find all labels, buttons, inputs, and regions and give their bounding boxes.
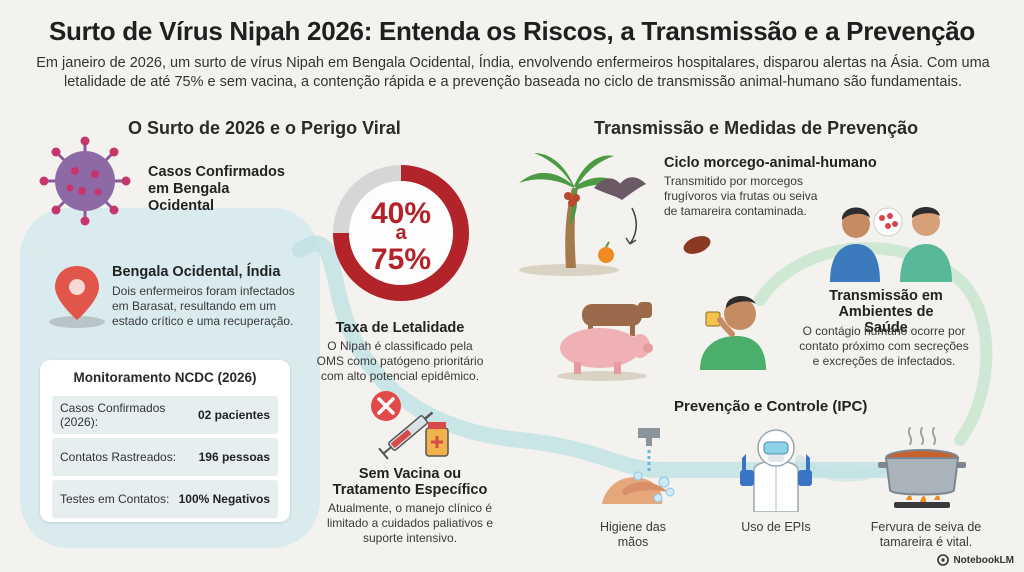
pig-cow-icon [557,302,653,381]
ncdc-row-value: 02 pacientes [197,408,270,422]
lethality-pct-high: 75% [370,243,432,276]
lethality-ring-fill [333,165,469,301]
ipc-item-label: Uso de EPIs [741,520,811,534]
ncdc-row-value: 100% Negativos [178,492,270,506]
virus-icon [39,136,131,226]
ncdc-row: Testes em Contatos: 100% Negativos [52,480,278,518]
ipc-item-label: Higiene das mãos [599,520,666,549]
lethality-text: O Nipah é classificado pela OMS como pat… [316,339,484,383]
location-title: Bengala Ocidental, Índia [112,264,281,280]
cycle-title: Ciclo morcego-animal-humano [664,155,877,171]
palm-tree-bat-icon [519,153,646,276]
ncdc-row-label: Contatos Rastreados: [60,450,177,464]
no-vaccine-title: Sem Vacina ou Tratamento Específico [332,466,488,498]
brand-icon [937,554,950,566]
boiling-pot-icon [878,427,966,508]
date-fruit-icon [683,236,711,254]
no-vaccine-icon [371,391,449,460]
ncdc-row: Casos Confirmados (2026): 02 pacientes [52,396,278,434]
cases-confirmed-label: Casos Confirmados em Bengala Ocidental [148,164,285,214]
health-title: Transmissão em Ambientes de Saúde [829,288,943,336]
ncdc-monitoring-card: Monitoramento NCDC (2026) Casos Confirma… [40,360,290,522]
lethality-pct-low: 40% [370,197,432,230]
page-title: Surto de Vírus Nipah 2026: Entenda os Ri… [48,16,976,46]
lethality-ring-chart [333,165,469,301]
left-section-heading: O Surto de 2026 e o Perigo Viral [128,118,401,138]
ppe-suit-icon [740,429,812,512]
brand-logo: NotebookLM [937,554,1014,566]
health-text: O contágio humano ocorre por contato pró… [799,324,969,368]
ncdc-row: Contatos Rastreados: 196 pessoas [52,438,278,476]
page-subtitle: Em janeiro de 2026, um surto de vírus Ni… [36,55,990,90]
ncdc-title: Monitoramento NCDC (2026) [73,370,257,385]
ncdc-row-value: 196 pessoas [198,450,270,464]
cycle-text: Transmitido por morcegos frugívoros via … [664,174,818,218]
hand-washing-icon [602,428,675,504]
location-text: Dois enfermeiros foram infectados em Bar… [112,284,295,328]
brand-label: NotebookLM [953,554,1014,566]
no-vaccine-text: Atualmente, o manejo clínico é limitado … [326,501,494,545]
ncdc-row-label: Testes em Contatos: [60,492,170,506]
right-section-heading: Transmissão e Medidas de Prevenção [594,118,919,138]
person-drinking-icon [700,295,766,370]
ipc-heading: Prevenção e Controle (IPC) [674,398,868,415]
ncdc-row-label: Casos Confirmados (2026): [60,401,166,429]
lethality-connector: a [395,222,407,244]
lethality-title: Taxa de Letalidade [335,320,465,336]
ipc-item-label: Fervura de seiva de tamareira é vital. [870,520,982,549]
health-workers-icon [830,207,952,282]
map-pin-icon [49,266,105,328]
